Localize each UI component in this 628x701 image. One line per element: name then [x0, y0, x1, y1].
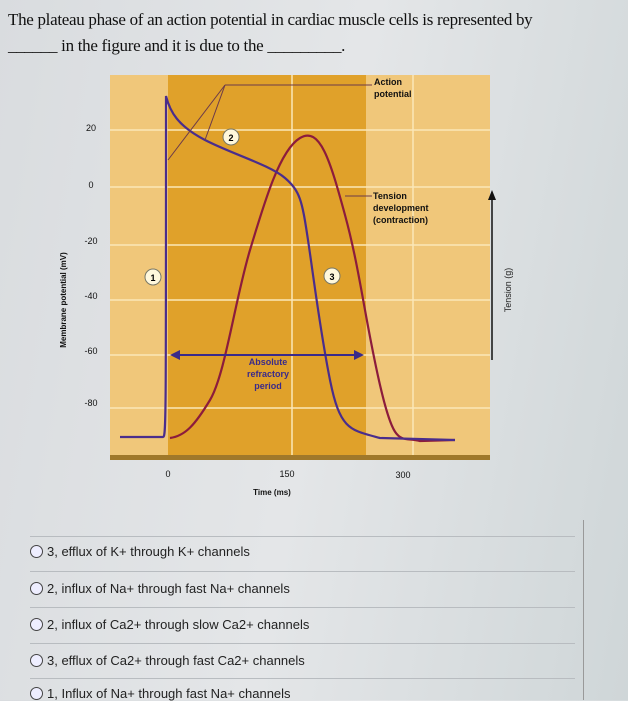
- svg-text:-60: -60: [84, 346, 97, 356]
- option-label: 2, influx of Ca2+ through slow Ca2+ chan…: [47, 617, 310, 632]
- tension-axis-label: Tension (g): [503, 268, 513, 313]
- y-axis-label: Membrane potential (mV): [59, 252, 68, 348]
- svg-text:Tension: Tension: [373, 191, 407, 201]
- option-label: 3, efflux of Ca2+ through fast Ca2+ chan…: [47, 653, 305, 668]
- radio-button[interactable]: [30, 545, 43, 558]
- question-text: in the figure and it is due to the: [61, 36, 264, 55]
- question-line-1: The plateau phase of an action potential…: [8, 10, 533, 29]
- svg-text:3: 3: [329, 272, 334, 282]
- tension-curve: [169, 134, 456, 443]
- svg-text:refractory: refractory: [247, 369, 289, 379]
- action-potential-figure: Absolute refractory period Action potent…: [59, 75, 513, 497]
- svg-text:potential: potential: [374, 89, 412, 99]
- panel-border: [583, 520, 584, 700]
- svg-text:period: period: [254, 381, 282, 391]
- refractory-arrow: [170, 350, 364, 360]
- blank-1: ______: [8, 36, 58, 55]
- svg-text:2: 2: [228, 133, 233, 143]
- option-label: 2, influx of Na+ through fast Na+ channe…: [47, 581, 290, 596]
- svg-text:300: 300: [395, 470, 410, 480]
- tension-arrow: [488, 190, 496, 360]
- marker-1: 1: [144, 268, 162, 286]
- radio-button[interactable]: [30, 687, 43, 700]
- divider: [30, 643, 575, 644]
- svg-text:development: development: [373, 203, 429, 213]
- blank-2: _________.: [267, 36, 346, 55]
- x-ticks: 0 150 300: [165, 469, 410, 480]
- option-label: 1, Influx of Na+ through fast Na+ channe…: [47, 686, 291, 701]
- x-axis-label: Time (ms): [253, 488, 291, 497]
- question-line-2: ______ in the figure and it is due to th…: [8, 36, 345, 56]
- svg-text:0: 0: [88, 180, 93, 190]
- action-potential-curve: [120, 95, 456, 442]
- svg-text:-20: -20: [84, 236, 97, 246]
- radio-button[interactable]: [30, 654, 43, 667]
- marker-2: 2: [222, 128, 240, 146]
- option-5[interactable]: 1, Influx of Na+ through fast Na+ channe…: [30, 686, 291, 701]
- svg-text:-40: -40: [84, 291, 97, 301]
- action-potential-label: Action potential: [374, 77, 412, 99]
- option-label: 3, efflux of K+ through K+ channels: [47, 544, 250, 559]
- svg-text:Action: Action: [374, 77, 402, 87]
- tension-label: Tension development (contraction): [373, 191, 429, 225]
- marker-3: 3: [323, 267, 341, 285]
- radio-button[interactable]: [30, 582, 43, 595]
- divider: [30, 536, 575, 537]
- leader-lines: [167, 84, 372, 197]
- refractory-label: Absolute refractory period: [247, 357, 289, 391]
- svg-text:150: 150: [279, 469, 294, 479]
- grid: [110, 75, 490, 460]
- divider: [30, 607, 575, 608]
- divider: [30, 571, 575, 572]
- option-2[interactable]: 2, influx of Na+ through fast Na+ channe…: [30, 581, 290, 596]
- svg-text:(contraction): (contraction): [373, 215, 428, 225]
- svg-text:1: 1: [150, 273, 155, 283]
- option-1[interactable]: 3, efflux of K+ through K+ channels: [30, 544, 250, 559]
- svg-text:20: 20: [86, 123, 96, 133]
- divider: [30, 678, 575, 679]
- svg-text:Absolute: Absolute: [249, 357, 288, 367]
- svg-text:-80: -80: [84, 398, 97, 408]
- y-ticks: 20 0 -20 -40 -60 -80: [84, 123, 97, 408]
- radio-button[interactable]: [30, 618, 43, 631]
- option-4[interactable]: 3, efflux of Ca2+ through fast Ca2+ chan…: [30, 653, 305, 668]
- option-3[interactable]: 2, influx of Ca2+ through slow Ca2+ chan…: [30, 617, 309, 632]
- svg-text:0: 0: [165, 469, 170, 479]
